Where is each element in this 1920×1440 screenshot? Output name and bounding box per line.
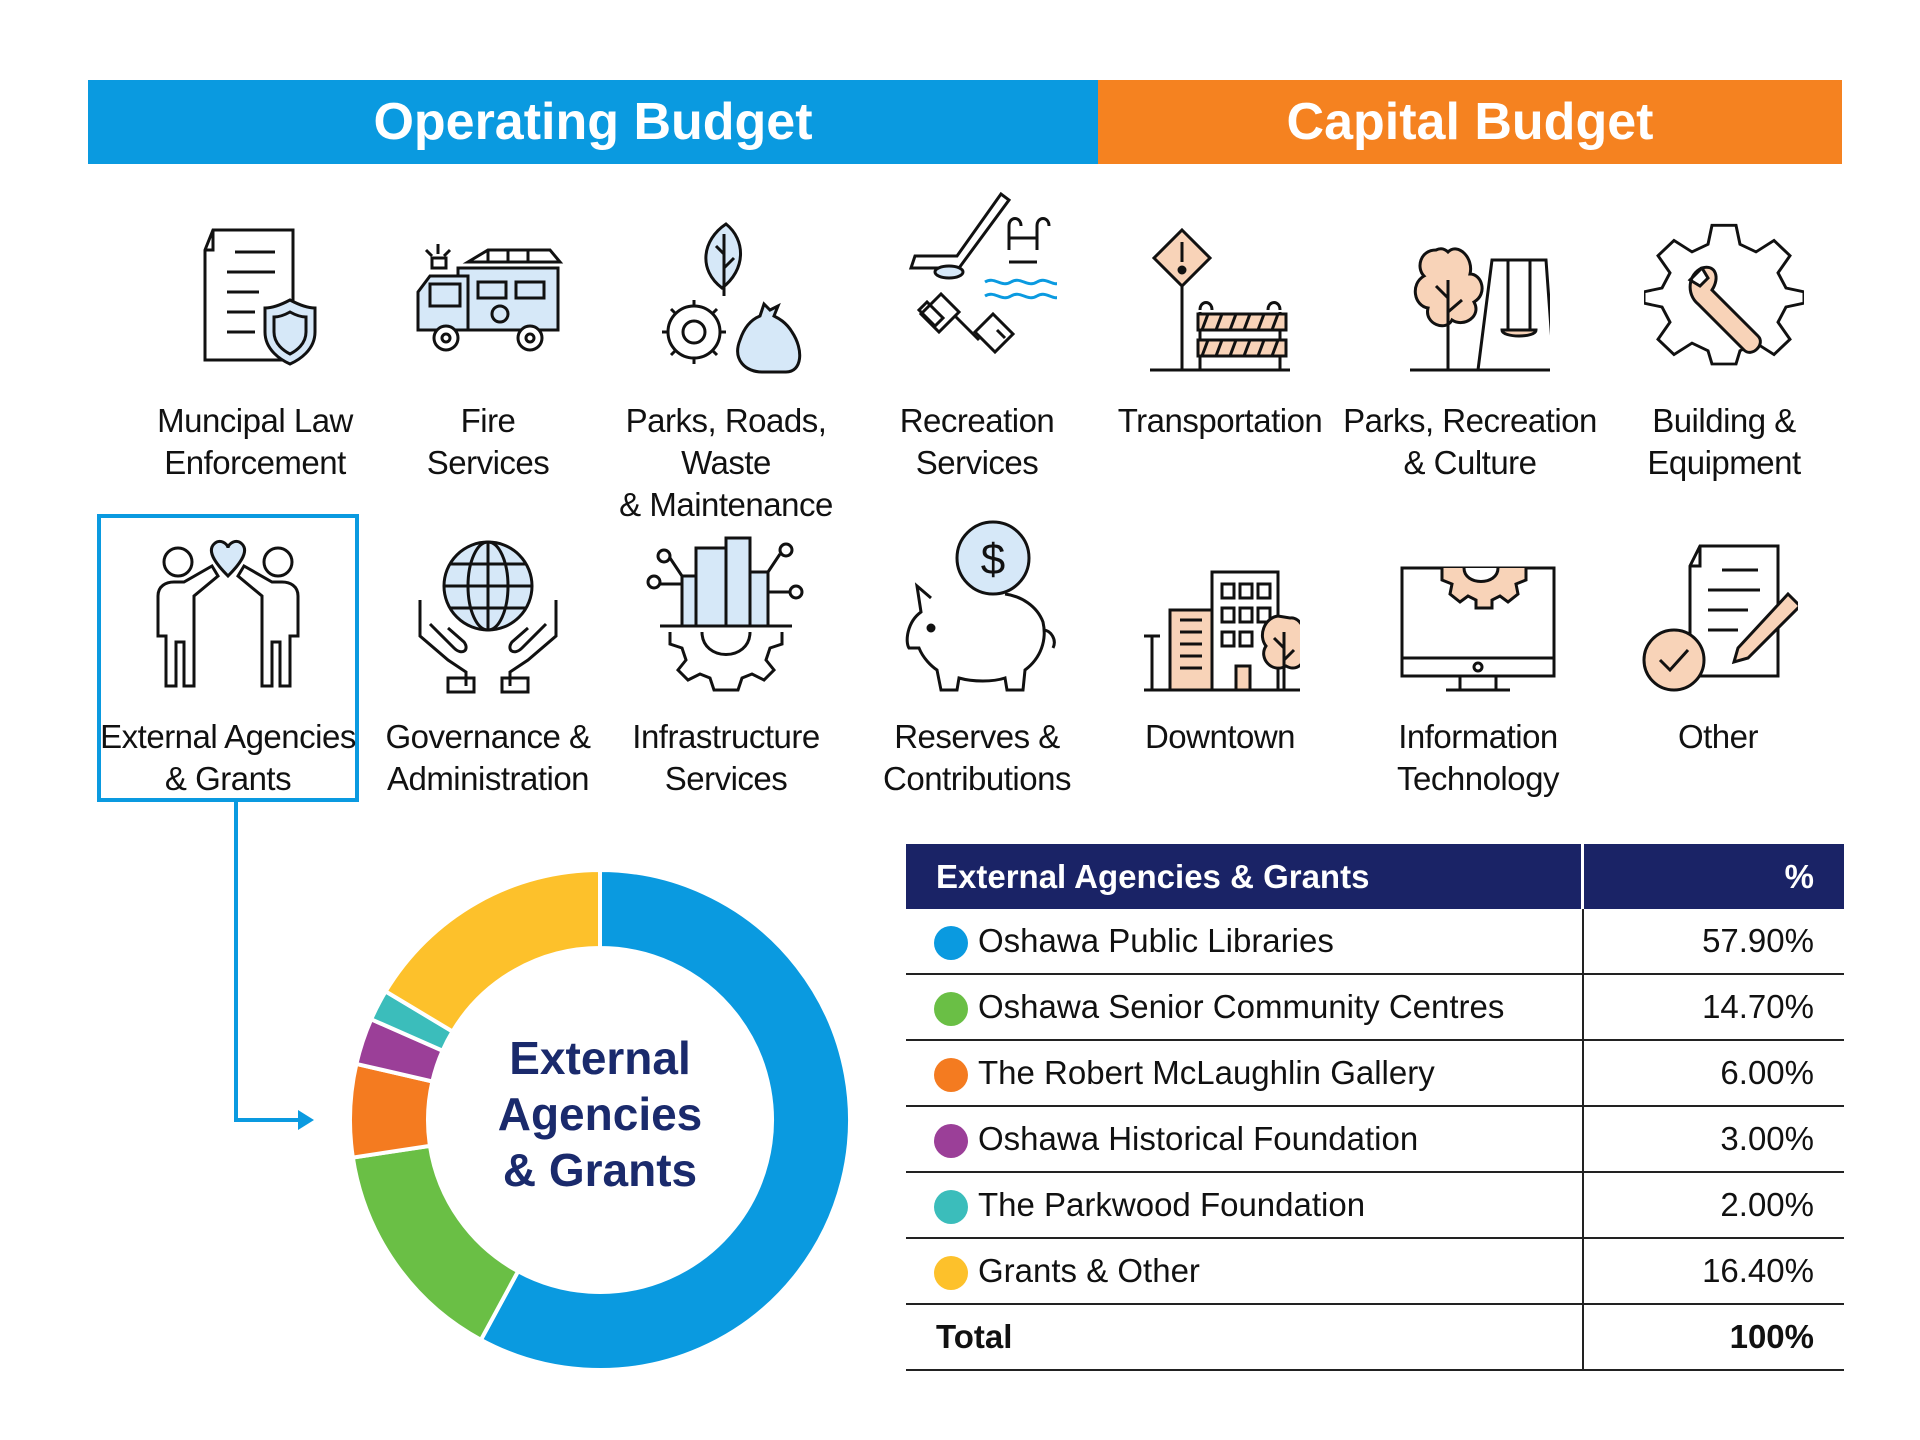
- legend-dot: [934, 1190, 968, 1225]
- hockey-pool-dumbbell-icon: [908, 191, 1057, 355]
- table-row: The Parkwood Foundation 2.00%: [906, 1172, 1844, 1239]
- category-parks-roads-waste[interactable]: Parks, Roads, Waste & Maintenance: [606, 220, 846, 523]
- category-label: Other: [1677, 718, 1759, 755]
- donut-slice: [478, 867, 852, 1372]
- category-downtown[interactable]: Downtown: [1100, 536, 1340, 836]
- table-row: The Robert McLaughlin Gallery 6.00%: [906, 1040, 1844, 1107]
- leaf-gear-bag-icon: [662, 222, 802, 374]
- agency-percent: 2.00%: [1582, 1172, 1844, 1239]
- category-label: Downtown: [1144, 718, 1296, 755]
- fire-truck-icon: [416, 244, 564, 352]
- agency-name: Oshawa Senior Community Centres: [978, 987, 1505, 1025]
- agency-name-cell: Grants & Other: [906, 1238, 1584, 1305]
- svg-text:$: $: [981, 535, 1005, 584]
- agency-name-cell: The Robert McLaughlin Gallery: [906, 1040, 1584, 1107]
- category-information-technology[interactable]: Information Technology: [1358, 536, 1598, 836]
- donut-slice: [382, 867, 602, 1035]
- agency-name: Grants & Other: [978, 1251, 1200, 1289]
- table-total-row: Total 100%: [906, 1304, 1844, 1371]
- category-label: Recreation Services: [899, 402, 1055, 481]
- buildings-icon: [1144, 570, 1300, 692]
- total-label: Total: [906, 1304, 1584, 1371]
- document-pencil-check-icon: [1642, 544, 1798, 692]
- agency-name-cell: Oshawa Public Libraries: [906, 909, 1584, 975]
- city-gear-icon: [646, 536, 804, 692]
- table-header-percent: %: [1582, 844, 1844, 909]
- table-row: Oshawa Senior Community Centres 14.70%: [906, 974, 1844, 1041]
- legend-dot: [934, 926, 968, 961]
- category-label: Transportation: [1117, 402, 1323, 439]
- legend-dot: [934, 992, 968, 1027]
- selected-category-frame: [97, 514, 359, 802]
- agency-name: Oshawa Historical Foundation: [978, 1119, 1419, 1157]
- category-governance-administration[interactable]: Governance & Administration: [368, 536, 608, 836]
- category-label: Information Technology: [1397, 718, 1559, 797]
- agency-name-cell: Oshawa Senior Community Centres: [906, 974, 1584, 1041]
- category-label: Governance & Administration: [385, 718, 591, 797]
- agency-name-cell: The Parkwood Foundation: [906, 1172, 1584, 1239]
- category-label: Parks, Recreation & Culture: [1343, 402, 1597, 481]
- table-row: Grants & Other 16.40%: [906, 1238, 1844, 1305]
- category-fire-services[interactable]: Fire Services: [368, 220, 608, 520]
- tree-swing-icon: [1410, 247, 1550, 372]
- agencies-table: External Agencies & Grants % Oshawa Publ…: [906, 844, 1844, 1371]
- category-label: Parks, Roads, Waste & Maintenance: [619, 402, 833, 523]
- hands-globe-icon: [418, 540, 558, 694]
- legend-dot: [934, 1256, 968, 1291]
- category-transportation[interactable]: Transportation: [1100, 220, 1340, 520]
- agency-percent: 57.90%: [1582, 909, 1844, 975]
- table-row: Oshawa Historical Foundation 3.00%: [906, 1106, 1844, 1173]
- legend-dot: [934, 1124, 968, 1159]
- category-other[interactable]: Other: [1598, 536, 1838, 836]
- operating-budget-banner[interactable]: Operating Budget: [88, 80, 1098, 164]
- agency-percent: 3.00%: [1582, 1106, 1844, 1173]
- connector-arrow: [234, 802, 314, 1130]
- agency-name: The Robert McLaughlin Gallery: [978, 1053, 1435, 1091]
- category-municipal-law[interactable]: Muncipal Law Enforcement: [135, 220, 375, 520]
- category-parks-recreation-culture[interactable]: Parks, Recreation & Culture: [1343, 220, 1597, 520]
- category-reserves-contributions[interactable]: $ Reserves & Contributions: [857, 520, 1097, 820]
- table-row: Oshawa Public Libraries 57.90%: [906, 909, 1844, 975]
- agency-percent: 6.00%: [1582, 1040, 1844, 1107]
- total-percent: 100%: [1582, 1304, 1844, 1371]
- capital-budget-banner[interactable]: Capital Budget: [1098, 80, 1842, 164]
- agency-name: Oshawa Public Libraries: [978, 921, 1334, 959]
- agency-name-cell: Oshawa Historical Foundation: [906, 1106, 1584, 1173]
- donut-chart: [348, 867, 852, 1372]
- table-header-name: External Agencies & Grants: [906, 844, 1584, 909]
- road-sign-barricade-icon: [1150, 227, 1290, 372]
- agency-name: The Parkwood Foundation: [978, 1185, 1366, 1223]
- category-label: Infrastructure Services: [632, 718, 820, 797]
- category-label: Reserves & Contributions: [883, 718, 1071, 797]
- category-recreation-services[interactable]: Recreation Services: [857, 190, 1097, 490]
- category-label: Building & Equipment: [1647, 402, 1801, 481]
- category-external-agencies[interactable]: External Agencies & Grants: [100, 536, 356, 836]
- gear-wrench-icon: [1644, 223, 1804, 366]
- category-label: Fire Services: [426, 402, 550, 481]
- donut-center-label: External Agencies & Grants: [497, 1032, 703, 1196]
- agency-percent: 14.70%: [1582, 974, 1844, 1041]
- category-infrastructure-services[interactable]: Infrastructure Services: [606, 536, 846, 836]
- monitor-gear-icon: [1400, 566, 1556, 692]
- category-building-equipment[interactable]: Building & Equipment: [1604, 220, 1844, 520]
- agency-percent: 16.40%: [1582, 1238, 1844, 1305]
- legend-dot: [934, 1058, 968, 1093]
- category-label: External Agencies & Grants: [100, 718, 356, 797]
- document-shield-icon: [203, 228, 317, 366]
- people-heart-icon: [156, 540, 300, 688]
- piggy-bank-icon: $: [905, 520, 1056, 692]
- category-label: Muncipal Law Enforcement: [157, 402, 353, 481]
